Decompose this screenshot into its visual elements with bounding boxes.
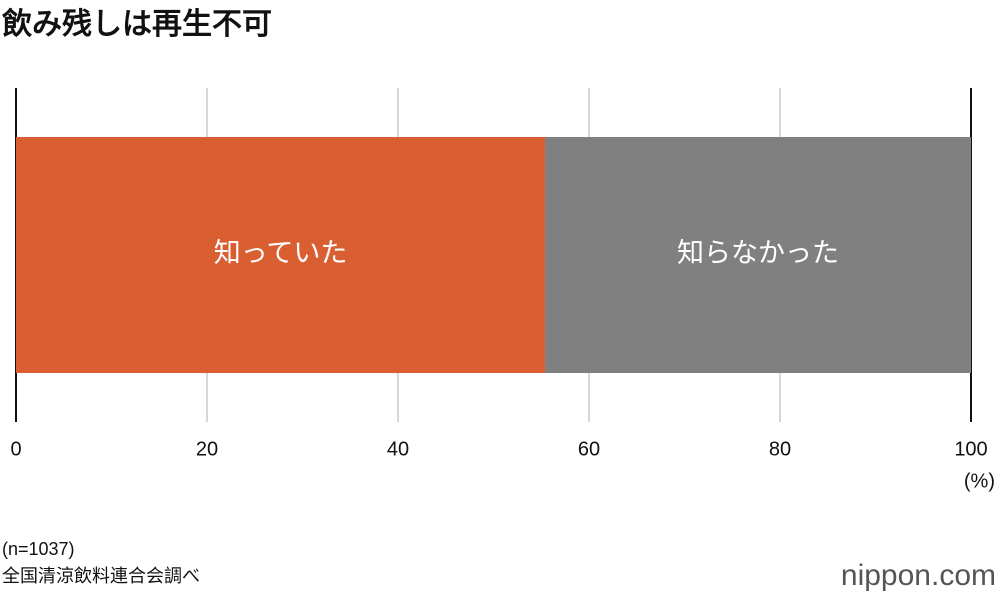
bar-segment (16, 137, 546, 373)
x-tick-label: 60 (578, 438, 600, 460)
segment-label: 知っていた (214, 238, 348, 268)
x-tick-label: 100 (954, 438, 987, 460)
x-tick-label: 20 (196, 438, 218, 460)
x-tick-label: 80 (769, 438, 791, 460)
bar-segment (545, 137, 971, 373)
note: (n=1037) (2, 539, 75, 559)
logo: nippon.com (841, 559, 996, 592)
source: 全国清涼飲料連合会調べ (2, 566, 200, 586)
segment-label: 知らなかった (677, 238, 839, 268)
x-axis-label: (%) (964, 470, 995, 492)
chart-title: 飲み残しは再生不可 (2, 7, 272, 41)
x-tick-label: 0 (10, 438, 21, 460)
x-tick-label: 40 (387, 438, 409, 460)
